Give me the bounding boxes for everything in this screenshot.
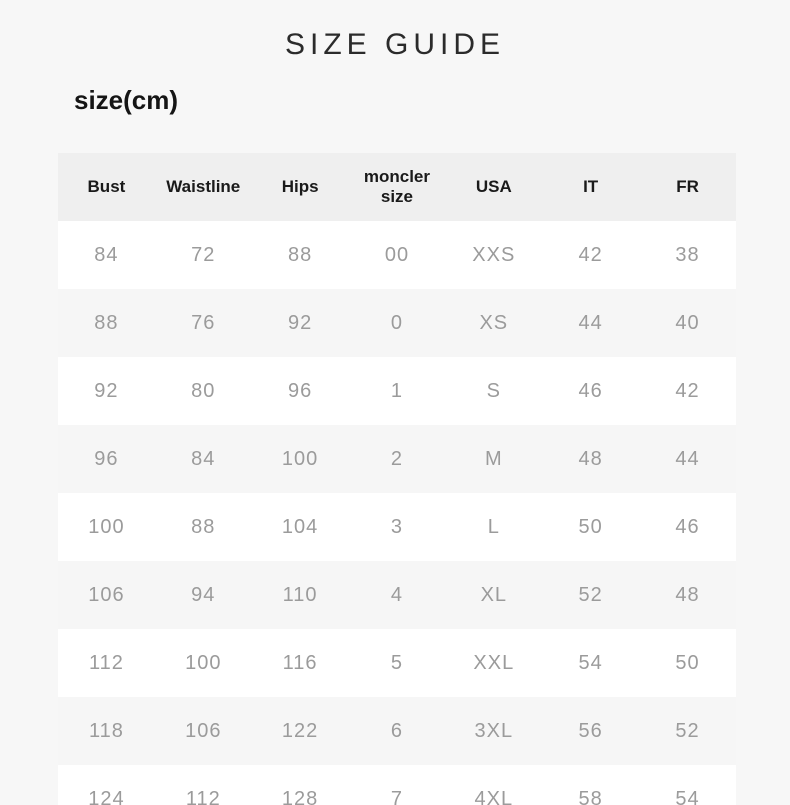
- table-cell: 80: [191, 379, 216, 402]
- table-cell: 104: [281, 515, 319, 538]
- column-header-it: IT: [542, 153, 640, 221]
- table-row: 92 80 96 1 S 46 42: [58, 357, 736, 425]
- table-cell: 4: [390, 583, 404, 606]
- table-cell: 116: [282, 651, 318, 674]
- header-row: Bust Waistline Hips moncler size USA IT FR: [58, 153, 736, 221]
- table-row: 124 112 128 7 4XL 58 54: [58, 765, 736, 805]
- table-cell: 48: [578, 447, 603, 470]
- table-cell: 118: [88, 719, 124, 742]
- table-cell: 52: [675, 719, 700, 742]
- table-cell: 124: [88, 787, 125, 805]
- table-cell: 88: [191, 515, 216, 538]
- column-header-usa: USA: [445, 153, 543, 221]
- table-cell: 3XL: [474, 719, 514, 742]
- table-cell: XXS: [472, 243, 516, 266]
- table-cell: 40: [675, 311, 700, 334]
- table-cell: 128: [281, 787, 319, 805]
- table-cell: 46: [578, 379, 603, 402]
- table-cell: 96: [287, 379, 313, 402]
- size-guide-table: Bust Waistline Hips moncler size USA IT FR 84 7…: [58, 153, 736, 805]
- table-cell: 106: [88, 583, 125, 606]
- table-cell: 112: [88, 651, 124, 674]
- table-cell: 100: [88, 515, 125, 538]
- size-table-head: Bust Waistline Hips moncler size USA IT FR: [58, 153, 736, 221]
- column-header-hips: Hips: [251, 153, 349, 221]
- table-cell: 84: [94, 243, 119, 266]
- table-cell: 42: [578, 243, 603, 266]
- table-cell: 50: [675, 651, 700, 674]
- table-row: 106 94 110 4 XL 52 48: [58, 561, 736, 629]
- table-cell: 4XL: [474, 787, 514, 805]
- table-cell: 100: [185, 651, 222, 674]
- table-cell: 50: [578, 515, 603, 538]
- table-cell: M: [484, 447, 503, 470]
- table-cell: 3: [390, 515, 404, 538]
- table-row: 100 88 104 3 L 50 46: [58, 493, 736, 561]
- table-cell: 110: [282, 583, 318, 606]
- table-cell: 122: [281, 719, 319, 742]
- column-header-fr: FR: [639, 153, 736, 221]
- table-cell: XXL: [473, 651, 515, 674]
- table-cell: 6: [390, 719, 404, 742]
- table-cell: 0: [390, 311, 404, 334]
- table-cell: 44: [578, 311, 603, 334]
- table-cell: 92: [94, 379, 119, 402]
- table-cell: 72: [191, 243, 216, 266]
- table-cell: 46: [675, 515, 700, 538]
- table-cell: XL: [480, 583, 508, 606]
- size-table-body: 84 72 88 00 XXS 42 38 88 76 92 0 XS 44 40 92 80 96 1 S 46 42…: [58, 221, 736, 805]
- page-title: SIZE GUIDE: [284, 28, 506, 61]
- table-cell: 54: [578, 651, 603, 674]
- table-cell: 38: [675, 243, 700, 266]
- table-cell: 92: [287, 311, 313, 334]
- table-cell: 88: [287, 243, 313, 266]
- table-cell: 42: [675, 379, 700, 402]
- table-cell: 76: [191, 311, 216, 334]
- table-row: 88 76 92 0 XS 44 40: [58, 289, 736, 357]
- table-row: 118 106 122 6 3XL 56 52: [58, 697, 736, 765]
- table-cell: 7: [390, 787, 404, 805]
- table-cell: 96: [94, 447, 119, 470]
- column-header-moncler-size: moncler size: [348, 153, 446, 221]
- table-cell: 00: [384, 243, 410, 266]
- table-cell: 100: [281, 447, 319, 470]
- table-cell: 106: [185, 719, 222, 742]
- table-cell: XS: [479, 311, 509, 334]
- table-cell: 56: [578, 719, 603, 742]
- table-cell: L: [487, 515, 500, 538]
- table-row: 84 72 88 00 XXS 42 38: [58, 221, 736, 289]
- table-cell: 44: [675, 447, 700, 470]
- column-header-waistline: Waistline: [154, 153, 252, 221]
- table-cell: 88: [94, 311, 119, 334]
- table-cell: 94: [191, 583, 216, 606]
- table-cell: 52: [578, 583, 603, 606]
- table-cell: 84: [191, 447, 216, 470]
- table-row: 112 100 116 5 XXL 54 50: [58, 629, 736, 697]
- column-header-bust: Bust: [58, 153, 155, 221]
- table-cell: 5: [390, 651, 404, 674]
- table-cell: 112: [185, 787, 221, 805]
- table-cell: 58: [578, 787, 603, 805]
- table-cell: S: [486, 379, 501, 402]
- table-cell: 2: [390, 447, 404, 470]
- table-cell: 48: [675, 583, 700, 606]
- table-cell: 1: [390, 379, 404, 402]
- unit-label: size(cm): [74, 85, 179, 115]
- table-row: 96 84 100 2 M 48 44: [58, 425, 736, 493]
- table-cell: 54: [675, 787, 700, 805]
